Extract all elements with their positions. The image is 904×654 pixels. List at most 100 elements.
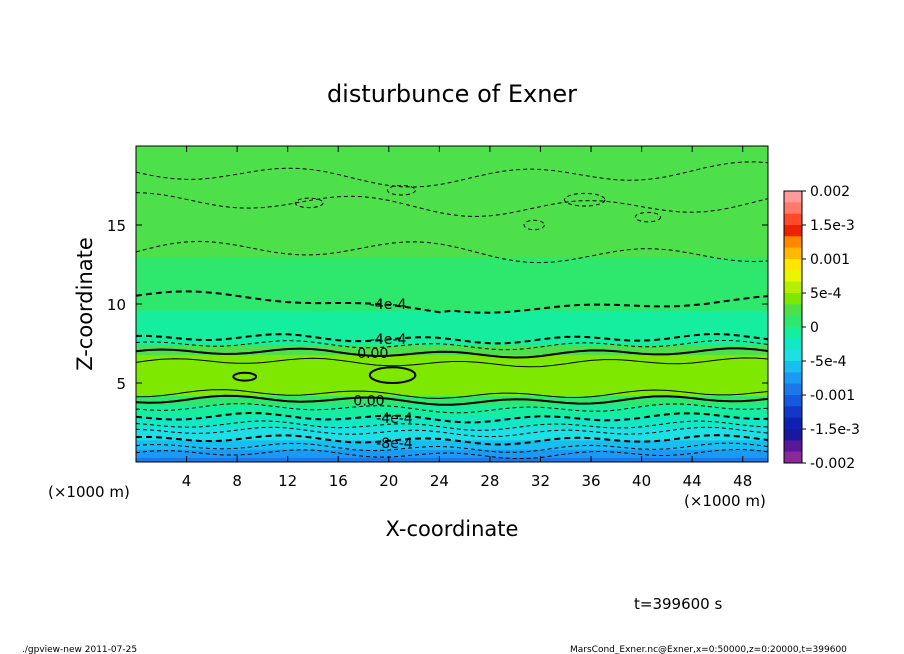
contour-line bbox=[135, 394, 769, 406]
x-axis-label: X-coordinate bbox=[386, 517, 519, 541]
contour-line bbox=[135, 290, 769, 314]
colorbar-swatch bbox=[784, 327, 802, 339]
contour-label: -8e-4 bbox=[376, 436, 413, 452]
x-tick-label: 44 bbox=[683, 472, 702, 490]
y-axis-label: Z-coordinate bbox=[73, 237, 97, 371]
contour-line bbox=[135, 426, 769, 438]
x-tick-label: 28 bbox=[480, 472, 499, 490]
contour-line bbox=[135, 347, 769, 359]
colorbar-swatch bbox=[784, 259, 802, 271]
colorbar-swatch bbox=[784, 191, 802, 203]
footer-right: MarsCond_Exner.nc@Exner,x=0:50000,z=0:20… bbox=[570, 645, 847, 654]
contour-line bbox=[135, 403, 769, 414]
contour-label: -4e-4 bbox=[370, 297, 407, 313]
contour-island bbox=[563, 192, 606, 207]
footer-left: ./gpview-new 2011-07-25 bbox=[22, 645, 137, 654]
x-tick-label: 16 bbox=[329, 472, 348, 490]
contour-band bbox=[136, 395, 768, 406]
colorbar-label: 0 bbox=[810, 320, 819, 336]
colorbar-label: -0.002 bbox=[810, 456, 855, 472]
contour-line bbox=[135, 192, 769, 218]
x-tick-label: 8 bbox=[232, 472, 242, 490]
contour-line bbox=[136, 332, 769, 345]
colorbar-label: -1.5e-3 bbox=[810, 422, 860, 438]
colorbar-swatch bbox=[784, 338, 802, 351]
contour-island bbox=[634, 211, 662, 223]
plot-area: -4e-4-4e-40.000.00-4e-4-8e-4 bbox=[135, 146, 769, 463]
colorbar-swatch bbox=[784, 406, 802, 419]
contour-line bbox=[135, 240, 769, 264]
contour-label: -4e-4 bbox=[376, 411, 413, 427]
x-tick-label: 40 bbox=[632, 472, 651, 490]
contour-island bbox=[523, 219, 545, 231]
contour-label: -4e-4 bbox=[370, 332, 407, 348]
x-tick-label: 32 bbox=[531, 472, 550, 490]
x-unit-left: (×1000 m) bbox=[48, 483, 130, 501]
contour-line bbox=[135, 340, 769, 351]
contour-island bbox=[294, 197, 324, 209]
colorbar-swatch bbox=[784, 349, 802, 362]
chart-title: disturbunce of Exner bbox=[327, 80, 577, 108]
contour-line bbox=[135, 448, 769, 460]
contour-line bbox=[135, 389, 769, 399]
contour-band bbox=[136, 405, 768, 417]
colorbar-label: 0.002 bbox=[810, 184, 850, 200]
contour-island bbox=[387, 185, 416, 196]
colorbar-label: -0.001 bbox=[810, 388, 855, 404]
colorbar-swatch bbox=[784, 236, 802, 249]
contour-band bbox=[136, 449, 768, 458]
colorbar-swatch bbox=[784, 451, 802, 464]
contour-line bbox=[135, 411, 769, 424]
contour-line bbox=[135, 434, 769, 446]
x-tick-label: 48 bbox=[733, 472, 752, 490]
x-tick-label: 20 bbox=[379, 472, 398, 490]
contour-band bbox=[136, 457, 768, 463]
colorbar-label: 5e-4 bbox=[810, 286, 842, 302]
colorbar-swatch bbox=[784, 202, 802, 215]
y-tick-label: 10 bbox=[107, 296, 126, 314]
colorbar-swatch bbox=[784, 247, 802, 260]
colorbar-swatch bbox=[784, 440, 802, 453]
contour-band bbox=[136, 416, 768, 428]
colorbar-label: -5e-4 bbox=[810, 354, 847, 370]
contour-band bbox=[136, 345, 768, 356]
contour-line bbox=[135, 442, 769, 453]
colorbar-label: 0.001 bbox=[810, 252, 850, 268]
y-axis: 5 10 15 bbox=[107, 217, 768, 393]
x-unit-right: (×1000 m) bbox=[684, 492, 766, 510]
x-axis: 4 8 12 16 20 24 28 32 36 40 44 48 bbox=[182, 146, 752, 490]
colorbar-swatch bbox=[784, 383, 802, 396]
contour-line bbox=[135, 161, 769, 188]
colorbar-label: 1.5e-3 bbox=[810, 218, 855, 234]
colorbar-swatch bbox=[784, 417, 802, 430]
colorbar-swatch bbox=[784, 225, 802, 237]
contour-band bbox=[136, 256, 768, 311]
y-tick-label: 5 bbox=[116, 375, 126, 393]
contour-island bbox=[368, 366, 417, 385]
time-label: t=399600 s bbox=[634, 595, 722, 613]
colorbar-swatch bbox=[784, 304, 802, 317]
colorbar-swatch bbox=[784, 429, 802, 441]
contour-band bbox=[136, 310, 768, 346]
colorbar-swatch bbox=[784, 395, 802, 407]
x-tick-label: 4 bbox=[182, 472, 192, 490]
contour-band bbox=[136, 146, 768, 258]
colorbar: 0.002 1.5e-3 0.001 5e-4 0 -5e-4 -0.001 -1.5e-3 -… bbox=[783, 184, 860, 472]
y-tick-label: 15 bbox=[107, 217, 126, 235]
colorbar-swatch bbox=[784, 270, 802, 283]
x-tick-label: 24 bbox=[430, 472, 449, 490]
x-tick-label: 36 bbox=[581, 472, 600, 490]
contour-label: 0.00 bbox=[353, 393, 384, 409]
colorbar-swatch bbox=[784, 281, 802, 294]
colorbar-swatch bbox=[784, 293, 802, 305]
x-tick-label: 12 bbox=[278, 472, 297, 490]
colorbar-swatch bbox=[784, 372, 802, 385]
colorbar-swatch bbox=[784, 361, 802, 373]
contour-label: 0.00 bbox=[357, 346, 388, 362]
colorbar-swatch bbox=[784, 213, 802, 226]
contour-line bbox=[135, 357, 769, 368]
colorbar-swatch bbox=[784, 315, 802, 328]
contour-line bbox=[135, 420, 769, 431]
contour-island bbox=[232, 371, 258, 382]
